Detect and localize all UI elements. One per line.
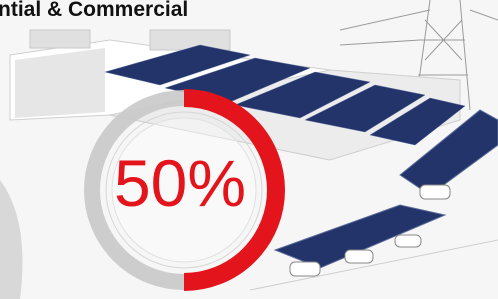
scene: 50% ntial & Commercial bbox=[0, 0, 498, 299]
title: ntial & Commercial bbox=[0, 0, 188, 21]
gauge: 50% bbox=[92, 98, 276, 282]
gauge-label: 50% bbox=[114, 146, 246, 220]
